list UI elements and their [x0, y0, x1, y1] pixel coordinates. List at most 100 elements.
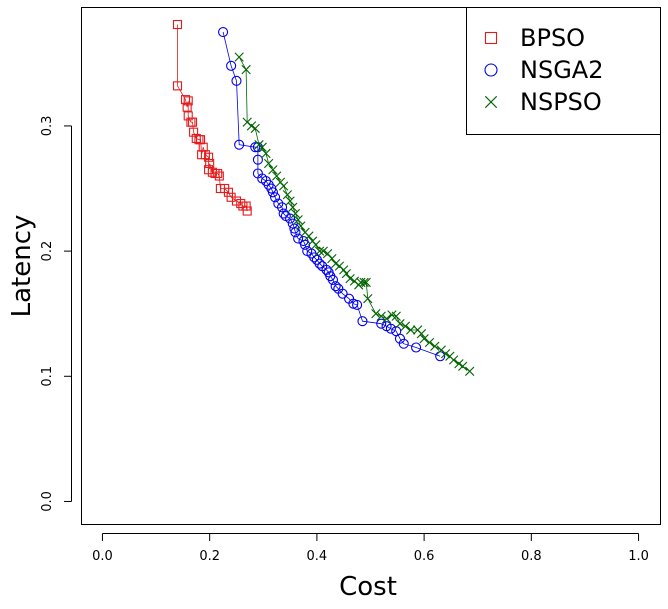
data-point-nspso — [381, 314, 392, 324]
legend: BPSO NSGA2 NSPSO — [466, 7, 661, 135]
data-point-nsga2 — [218, 26, 229, 38]
data-point-nspso — [268, 165, 278, 175]
x-tick-label: 1.0 — [628, 549, 649, 564]
data-point-nspso — [327, 253, 337, 264]
data-point-nsga2 — [250, 142, 261, 153]
data-point-nsga2 — [267, 187, 278, 198]
data-point-bpso — [183, 96, 193, 106]
data-point-nsga2 — [314, 258, 325, 269]
data-point-nspso — [263, 158, 274, 169]
data-point-nspso — [419, 334, 429, 344]
legend-item-bpso: BPSO — [484, 24, 585, 52]
data-point-bpso — [172, 81, 183, 91]
data-point-nspso — [314, 246, 325, 256]
data-point-nspso — [278, 181, 289, 191]
data-point-nsga2 — [293, 233, 304, 244]
legend-marker-bpso — [484, 31, 498, 45]
data-point-nspso — [345, 273, 355, 284]
data-point-nsga2 — [285, 213, 296, 224]
legend-label-nspso: NSPSO — [520, 88, 602, 116]
y-axis: 0.0 0.1 0.2 0.3 — [40, 116, 72, 512]
x-axis-title: Cost — [339, 572, 397, 602]
data-point-nspso — [311, 240, 321, 250]
data-point-nspso — [261, 148, 271, 159]
x-tick-label: 0.0 — [92, 549, 113, 564]
legend-marker-nspso — [484, 95, 498, 109]
data-point-nspso — [376, 311, 386, 321]
x-tick-label: 0.6 — [414, 549, 435, 564]
data-point-nspso — [440, 349, 451, 359]
data-point-nspso — [288, 202, 298, 212]
x-tick-label: 0.2 — [199, 549, 220, 564]
plot-frame — [81, 7, 661, 525]
data-point-nsga2 — [398, 338, 409, 349]
data-point-nspso — [458, 361, 468, 371]
data-point-nspso — [400, 321, 411, 331]
data-point-nsga2 — [330, 281, 341, 292]
data-point-nsga2 — [376, 318, 387, 329]
data-point-nspso — [257, 142, 267, 152]
series-nspso — [234, 52, 475, 376]
data-point-nspso — [395, 319, 405, 329]
x-tick-label: 0.8 — [521, 549, 542, 564]
data-point-nspso — [361, 277, 371, 288]
y-tick-label: 0.0 — [40, 491, 55, 512]
data-point-nspso — [424, 337, 435, 348]
data-point-nsga2 — [234, 139, 245, 150]
data-point-nspso — [341, 268, 352, 279]
data-point-bpso — [236, 198, 246, 209]
legend-item-nspso: NSPSO — [484, 88, 602, 116]
data-point-nsga2 — [231, 75, 242, 86]
data-point-nsga2 — [252, 154, 263, 165]
data-point-nspso — [241, 64, 251, 75]
legend-label-nsga2: NSGA2 — [520, 56, 603, 84]
data-point-nspso — [250, 123, 260, 134]
legend-marker-nsga2 — [484, 63, 498, 77]
legend-box — [466, 7, 661, 135]
series-line-nsga2 — [222, 31, 441, 357]
data-point-nsga2 — [309, 252, 320, 263]
data-point-nspso — [304, 231, 314, 241]
data-point-nsga2 — [276, 202, 288, 213]
data-point-bpso — [182, 102, 192, 112]
data-point-nspso — [406, 325, 416, 335]
data-point-nspso — [448, 355, 459, 365]
data-point-bpso — [200, 150, 210, 160]
data-point-nsga2 — [270, 192, 281, 203]
data-point-nspso — [430, 341, 440, 351]
data-point-nsga2 — [278, 208, 289, 219]
data-point-nsga2 — [394, 333, 406, 344]
y-axis-title: Latency — [7, 215, 37, 318]
y-tick-label: 0.3 — [40, 116, 55, 137]
data-point-nspso — [290, 208, 301, 219]
data-point-nspso — [391, 311, 401, 321]
data-point-bpso — [223, 187, 233, 197]
data-point-nspso — [359, 277, 369, 288]
series-nsga2 — [218, 26, 446, 362]
data-point-nspso — [293, 215, 303, 225]
x-tick-label: 0.4 — [307, 549, 328, 564]
legend-label-bpso: BPSO — [520, 24, 585, 52]
data-point-nsga2 — [385, 323, 396, 334]
x-axis: 0.0 0.2 0.4 0.6 0.8 1.0 — [92, 533, 649, 564]
data-point-bpso — [213, 168, 223, 179]
data-point-bpso — [242, 206, 252, 216]
data-point-nspso — [282, 190, 293, 200]
data-marks — [172, 19, 475, 376]
data-point-bpso — [187, 117, 198, 127]
data-point-nspso — [416, 329, 427, 339]
data-point-nspso — [296, 221, 306, 231]
data-point-bpso — [172, 19, 183, 30]
data-point-nsga2 — [327, 274, 339, 285]
data-point-nspso — [363, 294, 373, 304]
data-point-nsga2 — [337, 288, 348, 299]
y-tick-label: 0.1 — [40, 366, 55, 387]
data-point-nsga2 — [357, 316, 368, 327]
y-tick-label: 0.2 — [40, 241, 55, 262]
data-point-nspso — [465, 366, 475, 376]
data-point-nsga2 — [352, 299, 363, 310]
data-point-bpso — [205, 158, 215, 169]
data-point-nspso — [285, 196, 295, 206]
data-point-nspso — [272, 171, 282, 181]
